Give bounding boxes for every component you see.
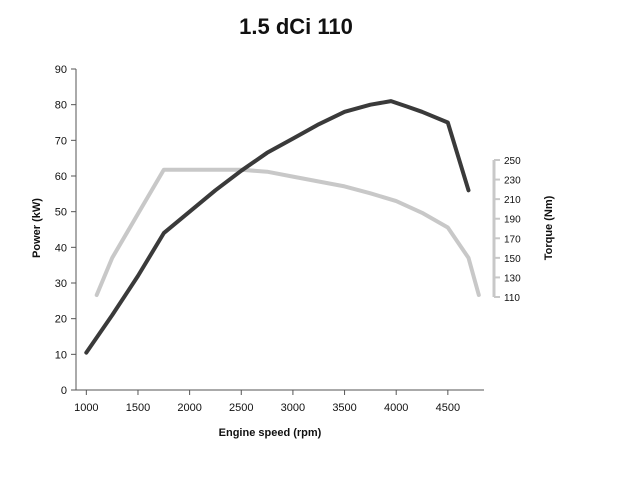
power-axis: 0 10 20 30 40 50 60 70 80 90 — [55, 64, 77, 397]
power-tick-label: 50 — [55, 207, 67, 219]
power-tick-label: 90 — [55, 64, 67, 76]
torque-tick-label: 230 — [504, 176, 521, 187]
torque-tick-label: 150 — [504, 254, 521, 265]
engine-speed-tick-label: 2000 — [177, 402, 201, 414]
torque-tick-label: 130 — [504, 273, 521, 284]
torque-series-line — [94, 167, 481, 297]
engine-speed-tick-label: 3000 — [281, 402, 305, 414]
power-tick-label: 80 — [55, 100, 67, 112]
power-tick-label: 30 — [55, 278, 67, 290]
torque-tick-label: 190 — [504, 215, 521, 226]
engine-speed-tick-label: 4000 — [384, 402, 408, 414]
power-tick-label: 60 — [55, 171, 67, 183]
power-tick-label: 0 — [61, 385, 67, 397]
engine-speed-axis: 1000 1500 2000 2500 3000 3500 4000 4500 — [74, 389, 484, 414]
y2-axis-label: Torque (Nm) — [543, 195, 555, 260]
torque-axis: 110 130 150 170 190 210 230 250 — [492, 156, 521, 304]
torque-tick-label: 110 — [504, 293, 520, 304]
power-tick-label: 70 — [55, 135, 67, 147]
engine-speed-tick-label: 3500 — [332, 402, 356, 414]
torque-tick-label: 170 — [504, 234, 521, 245]
engine-speed-tick-label: 4500 — [436, 402, 460, 414]
x-axis-label: Engine speed (rpm) — [219, 427, 322, 439]
y-axis-label: Power (kW) — [31, 198, 43, 258]
power-tick-label: 10 — [55, 349, 67, 361]
engine-speed-tick-label: 1000 — [74, 402, 98, 414]
engine-speed-tick-label: 2500 — [229, 402, 253, 414]
chart-title: 1.5 dCi 110 — [239, 14, 353, 39]
torque-tick-label: 250 — [504, 156, 521, 167]
power-tick-label: 20 — [55, 314, 67, 326]
engine-speed-tick-label: 1500 — [126, 402, 150, 414]
power-tick-label: 40 — [55, 242, 67, 254]
power-series-line — [84, 99, 471, 355]
torque-tick-label: 210 — [504, 195, 521, 206]
